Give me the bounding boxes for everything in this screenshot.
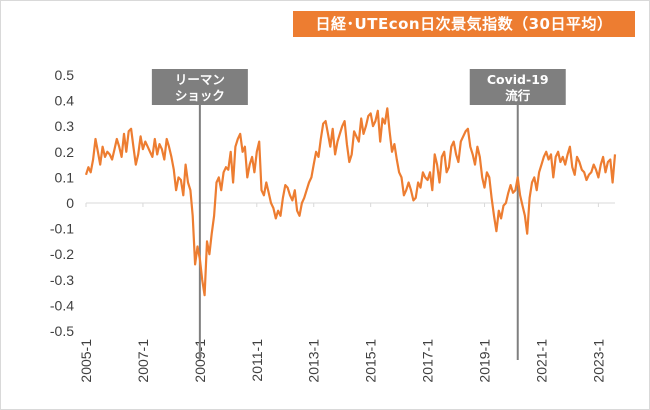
y-tick-label: -0.4 bbox=[50, 297, 74, 313]
x-tick-label: 2015-1 bbox=[363, 339, 379, 383]
annotation-label-covid: 流行 bbox=[505, 88, 531, 103]
y-tick-label: 0.3 bbox=[55, 118, 75, 134]
x-tick-label: 2005-1 bbox=[78, 339, 94, 383]
x-axis-ticks: 2005-1 2007-1 2009-1 2011-1 2013-1 2015-1 2017… bbox=[78, 203, 606, 383]
x-tick-label: 2021-1 bbox=[533, 339, 549, 383]
annotation-label-covid: Covid-19 bbox=[487, 72, 549, 87]
y-axis-ticks: 0.5 0.4 0.3 0.2 0.1 0 -0.1 -0.2 -0.3 -0.4 -0.5 bbox=[50, 67, 74, 339]
x-tick-label: 2023-1 bbox=[590, 339, 606, 383]
y-tick-label: -0.1 bbox=[50, 221, 74, 237]
x-tick-label: 2017-1 bbox=[420, 339, 436, 383]
annotation-lines bbox=[198, 105, 519, 360]
annotation-label-lehman: ショック bbox=[175, 88, 225, 103]
y-tick-label: -0.3 bbox=[50, 272, 74, 288]
annotation-label-lehman: リーマン bbox=[175, 72, 225, 87]
x-tick-label: 2013-1 bbox=[306, 339, 322, 383]
x-tick-label: 2009-1 bbox=[192, 339, 208, 383]
y-tick-label: 0.1 bbox=[55, 169, 75, 185]
chart-title: 日経･UTEcon日次景気指数（30日平均） bbox=[293, 11, 635, 37]
y-tick-label: 0.5 bbox=[55, 67, 75, 83]
x-tick-label: 2019-1 bbox=[477, 339, 493, 383]
y-tick-label: -0.5 bbox=[50, 323, 74, 339]
y-tick-label: 0 bbox=[66, 195, 74, 211]
y-tick-label: 0.2 bbox=[55, 144, 75, 160]
x-tick-label: 2011-1 bbox=[249, 339, 265, 382]
annotation-box-lehman bbox=[151, 69, 248, 105]
x-tick-label: 2007-1 bbox=[135, 339, 151, 383]
y-tick-label: 0.4 bbox=[55, 93, 75, 109]
series-line bbox=[84, 107, 617, 297]
y-tick-label: -0.2 bbox=[50, 246, 74, 262]
annotation-box-covid bbox=[469, 69, 566, 105]
